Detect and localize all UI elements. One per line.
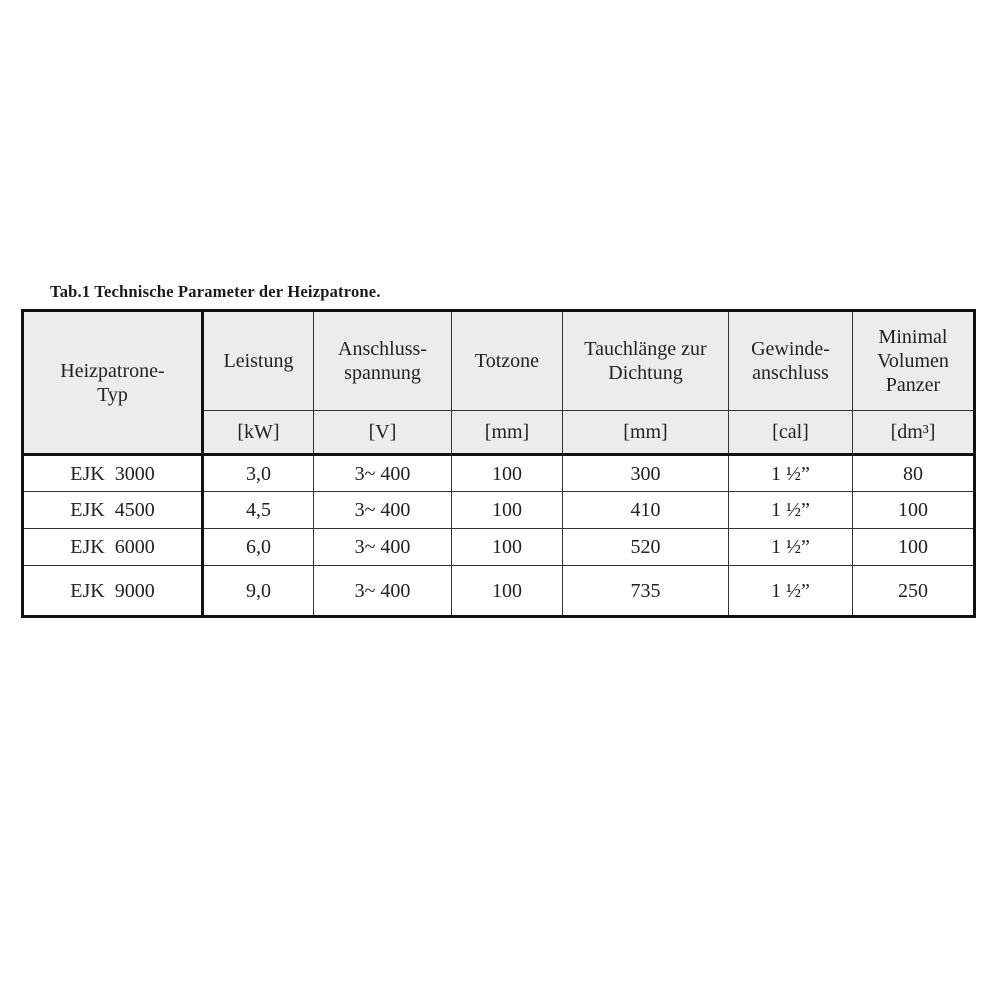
unit-cell: [V] [313, 410, 452, 456]
row-type-cell: EJK 4500 [22, 491, 204, 529]
header-minimal-volumen: Minimal Volumen Panzer [852, 310, 975, 411]
table-cell: 100 [451, 491, 563, 529]
table-caption: Tab.1 Technische Parameter der Heizpatro… [50, 282, 381, 301]
header-label: Minimal [878, 326, 948, 348]
row-type-cell: EJK 6000 [22, 528, 204, 566]
table-cell: 100 [451, 528, 563, 566]
header-label: Panzer [885, 374, 941, 396]
table-cell: 300 [562, 454, 729, 492]
header-tauchlaenge: Tauchlänge zur Dichtung [562, 310, 729, 411]
unit-cell: [mm] [451, 410, 563, 456]
table-cell: 9,0 [202, 565, 314, 617]
table-row: EJK 9000 9,0 3~ 400 100 735 1 ½” 250 [22, 565, 975, 617]
row-type-cell: EJK 9000 [22, 565, 204, 617]
header-label: Gewinde- [751, 338, 830, 360]
table-cell: 100 [451, 454, 563, 492]
table-cell: 1 ½” [728, 454, 853, 492]
header-anschlussspannung: Anschluss-spannung [313, 310, 452, 411]
header-label: Dichtung [608, 362, 683, 384]
table-cell: 735 [562, 565, 729, 617]
table-cell: 250 [852, 565, 975, 617]
unit-cell: [mm] [562, 410, 729, 456]
table-cell: 100 [852, 491, 975, 529]
unit-cell: [kW] [202, 410, 314, 456]
table-cell: 1 ½” [728, 528, 853, 566]
technical-parameters-table: Heizpatrone- Typ Leistung Anschluss-span… [21, 309, 976, 618]
header-label: Volumen [877, 350, 949, 372]
header-type-line: Typ [97, 383, 128, 406]
table-cell: 6,0 [202, 528, 314, 566]
table-cell: 1 ½” [728, 491, 853, 529]
header-type: Heizpatrone- Typ [22, 310, 204, 456]
unit-cell: [dm³] [852, 410, 975, 456]
table-cell: 1 ½” [728, 565, 853, 617]
table-cell: 100 [852, 528, 975, 566]
header-label: Tauchlänge zur [584, 338, 707, 360]
table-cell: 80 [852, 454, 975, 492]
header-type-line: Heizpatrone- [60, 359, 165, 382]
header-label: Anschluss- [338, 338, 427, 360]
table-cell: 3~ 400 [313, 491, 452, 529]
table-row: EJK 3000 3,0 3~ 400 100 300 1 ½” 80 [22, 454, 975, 492]
row-type-cell: EJK 3000 [22, 454, 204, 492]
table-cell: 3,0 [202, 454, 314, 492]
header-gewindeanschluss: Gewinde-anschluss [728, 310, 853, 411]
header-label: Totzone [474, 350, 540, 372]
table-cell: 520 [562, 528, 729, 566]
table-cell: 3~ 400 [313, 454, 452, 492]
table-cell: 4,5 [202, 491, 314, 529]
table-cell: 100 [451, 565, 563, 617]
table-cell: 3~ 400 [313, 565, 452, 617]
header-label: anschluss [752, 362, 829, 384]
header-leistung: Leistung [202, 310, 314, 411]
table-cell: 3~ 400 [313, 528, 452, 566]
header-label: spannung [344, 362, 421, 384]
header-label: Leistung [223, 350, 294, 372]
table-row: EJK 4500 4,5 3~ 400 100 410 1 ½” 100 [22, 491, 975, 529]
table-row: EJK 6000 6,0 3~ 400 100 520 1 ½” 100 [22, 528, 975, 566]
unit-cell: [cal] [728, 410, 853, 456]
table-cell: 410 [562, 491, 729, 529]
header-totzone: Totzone [451, 310, 563, 411]
